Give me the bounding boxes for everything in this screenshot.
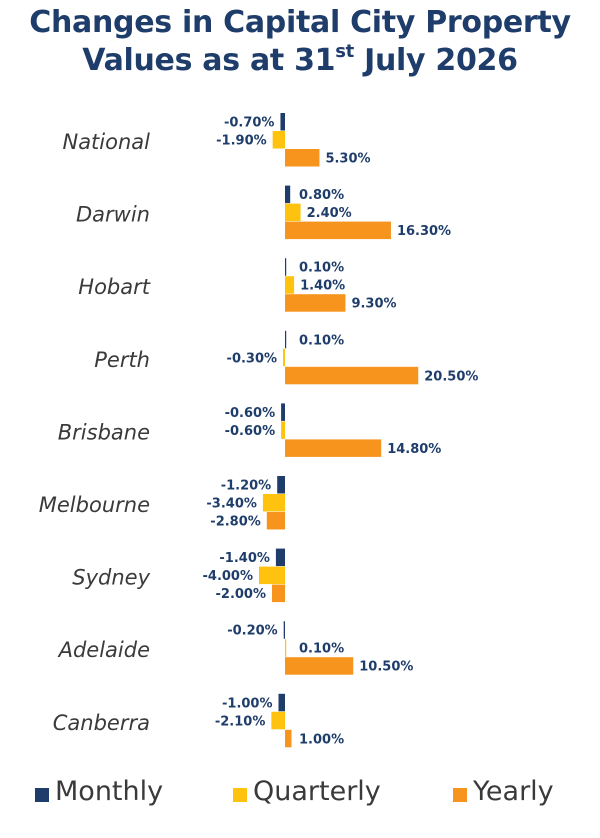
bar-national-monthly (280, 113, 285, 131)
data-label-national-yearly: 5.30% (325, 152, 370, 167)
data-label-adelaide-quarterly: 0.10% (299, 642, 344, 657)
bar-darwin-quarterly (285, 203, 301, 222)
city-label-sydney: Sydney (72, 566, 150, 590)
bar-adelaide-yearly (285, 657, 354, 675)
bar-hobart-yearly (285, 294, 346, 312)
bar-sydney-yearly (272, 584, 285, 603)
city-label-perth: Perth (94, 348, 150, 372)
city-label-hobart: Hobart (78, 275, 150, 299)
data-label-darwin-quarterly: 2.40% (307, 206, 352, 221)
bar-darwin-yearly (285, 221, 391, 240)
data-label-sydney-quarterly: -4.00% (203, 569, 254, 584)
legend-item-quarterly: Quarterly (233, 776, 381, 807)
data-label-canberra-monthly: -1.00% (222, 696, 273, 711)
bar-perth-yearly (285, 366, 419, 385)
bar-melbourne-quarterly (262, 494, 285, 512)
bar-sydney-monthly (275, 548, 285, 567)
data-label-adelaide-yearly: 10.50% (359, 660, 413, 675)
city-label-canberra: Canberra (53, 711, 150, 735)
bar-canberra-quarterly (271, 711, 285, 730)
data-label-hobart-yearly: 9.30% (351, 297, 396, 312)
data-label-darwin-monthly: 0.80% (299, 188, 344, 203)
title-line-2-pre: Values as at 31 (82, 43, 336, 78)
bar-national-yearly (285, 149, 320, 167)
title-superscript: st (335, 41, 354, 62)
title-line-1: Changes in Capital City Property (29, 5, 571, 40)
data-label-hobart-monthly: 0.10% (299, 261, 344, 276)
data-label-brisbane-monthly: -0.60% (225, 406, 276, 421)
city-label-brisbane: Brisbane (58, 420, 150, 444)
data-label-canberra-yearly: 1.00% (299, 732, 344, 747)
title-line-2-post: July 2026 (353, 43, 518, 78)
bar-adelaide-monthly (283, 621, 285, 639)
legend-swatch-yearly (453, 787, 467, 802)
data-label-national-quarterly: -1.90% (216, 134, 267, 149)
data-label-sydney-yearly: -2.00% (216, 587, 267, 602)
city-label-national: National (62, 130, 150, 154)
bar-canberra-monthly (278, 693, 285, 712)
bar-brisbane-yearly (285, 439, 382, 457)
data-label-melbourne-monthly: -1.20% (221, 479, 272, 494)
data-label-melbourne-yearly: -2.80% (210, 515, 261, 530)
legend-label-quarterly: Quarterly (253, 776, 381, 807)
bar-national-quarterly (272, 131, 285, 149)
legend: Monthly Quarterly Yearly (0, 776, 600, 820)
data-label-sydney-monthly: -1.40% (219, 551, 270, 566)
chart-title: Changes in Capital City Property Values … (0, 4, 600, 80)
data-label-darwin-yearly: 16.30% (397, 224, 451, 239)
bar-adelaide-quarterly (285, 639, 287, 657)
legend-swatch-monthly (35, 787, 49, 802)
bar-canberra-yearly (285, 729, 292, 748)
bar-perth-quarterly (283, 348, 285, 367)
city-label-darwin: Darwin (76, 203, 150, 227)
bar-brisbane-quarterly (281, 421, 285, 439)
data-label-national-monthly: -0.70% (224, 116, 275, 131)
legend-label-monthly: Monthly (55, 776, 164, 807)
city-label-melbourne: Melbourne (39, 493, 150, 517)
city-label-adelaide: Adelaide (57, 638, 150, 662)
data-label-adelaide-monthly: -0.20% (227, 624, 278, 639)
bar-perth-monthly (285, 330, 287, 349)
data-label-canberra-quarterly: -2.10% (215, 714, 266, 729)
data-label-brisbane-yearly: 14.80% (387, 442, 441, 457)
legend-swatch-quarterly (233, 787, 247, 802)
bar-melbourne-monthly (277, 476, 285, 494)
legend-item-monthly: Monthly (35, 776, 163, 807)
legend-item-yearly: Yearly (453, 776, 554, 807)
data-label-brisbane-quarterly: -0.60% (225, 424, 276, 439)
data-label-perth-quarterly: -0.30% (227, 351, 278, 366)
bar-chart: National -0.70% -1.90% 5.30% Darwin 0.80% 2.40… (39, 113, 478, 748)
data-label-perth-monthly: 0.10% (299, 333, 344, 348)
bar-hobart-quarterly (285, 276, 295, 294)
data-label-hobart-quarterly: 1.40% (300, 279, 345, 294)
data-label-melbourne-quarterly: -3.40% (206, 497, 257, 512)
bar-darwin-monthly (285, 185, 291, 204)
data-label-perth-yearly: 20.50% (424, 369, 478, 384)
bar-sydney-quarterly (259, 566, 285, 585)
legend-label-yearly: Yearly (473, 776, 554, 807)
bar-hobart-monthly (285, 258, 287, 276)
bar-melbourne-yearly (266, 512, 285, 530)
bar-brisbane-monthly (281, 403, 285, 421)
